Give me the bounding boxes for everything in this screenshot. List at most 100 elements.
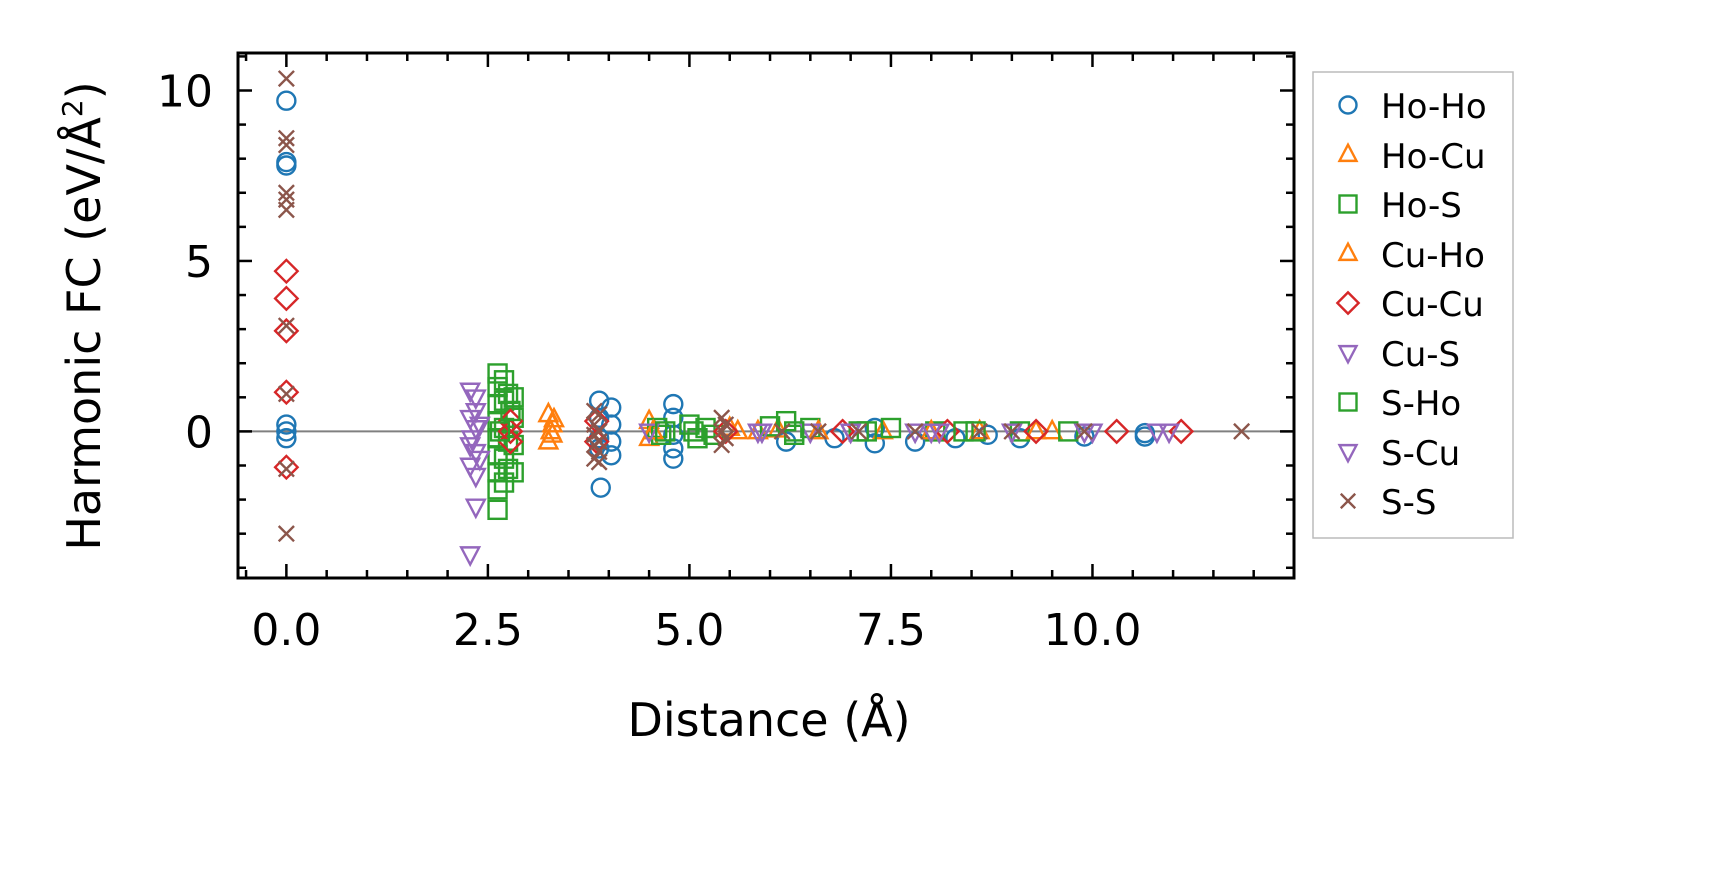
series-s-s — [277, 70, 1251, 543]
data-point — [277, 460, 295, 478]
data-point — [277, 385, 295, 403]
legend-marker-cu-s — [1337, 344, 1359, 365]
data-point — [829, 418, 856, 445]
data-point — [971, 422, 989, 440]
legend-label: Cu-S — [1381, 335, 1460, 375]
data-point — [459, 546, 482, 568]
legend: Ho-Ho Ho-Cu Ho-S Cu-Ho Cu-Cu Cu-S S-Ho S… — [1312, 71, 1514, 539]
data-point — [1103, 418, 1130, 445]
x-tick-label: 7.5 — [856, 605, 926, 656]
x-tick-labels: 0.0 2.5 5.0 7.5 10.0 — [251, 605, 1141, 656]
series-ho-s — [487, 363, 1079, 521]
data-point — [277, 70, 295, 88]
data-point — [276, 414, 297, 435]
data-point — [468, 450, 491, 472]
data-point — [1003, 422, 1021, 440]
y-tick-label: 5 — [185, 237, 213, 288]
data-point — [276, 90, 297, 111]
plot-area — [236, 51, 1296, 580]
data-point — [590, 405, 608, 423]
legend-marker-ho-cu — [1337, 142, 1359, 163]
data-point — [464, 420, 487, 441]
legend-items: Ho-Ho Ho-Cu Ho-S Cu-Ho Cu-Cu Cu-S S-Ho S… — [1335, 87, 1487, 523]
data-point — [1000, 423, 1023, 445]
data-point — [459, 382, 482, 404]
data-point — [277, 184, 295, 202]
series-s-ho — [489, 400, 974, 442]
data-point — [459, 437, 482, 458]
data-point — [953, 421, 974, 442]
data-point — [539, 418, 562, 440]
x-tick-label: 2.5 — [453, 605, 523, 656]
data-point — [503, 407, 524, 428]
data-point — [1168, 418, 1195, 445]
legend-label: S-Ho — [1381, 384, 1461, 424]
data-point — [276, 155, 297, 176]
legend-marker-ho-ho — [1338, 95, 1358, 115]
data-point — [459, 457, 482, 479]
data-point — [880, 417, 902, 439]
data-point — [1233, 422, 1251, 440]
data-point — [464, 403, 487, 424]
data-point — [503, 462, 524, 483]
data-point — [1145, 423, 1168, 445]
data-point — [590, 477, 611, 498]
data-point — [487, 499, 508, 521]
legend-label: Ho-Ho — [1381, 87, 1487, 127]
data-point — [277, 317, 295, 335]
data-point — [277, 525, 295, 543]
data-point — [276, 421, 297, 442]
legend-marker-cu-ho — [1337, 241, 1359, 262]
data-point — [497, 428, 524, 455]
data-point — [468, 416, 491, 438]
data-point — [906, 422, 924, 440]
data-point — [277, 201, 295, 219]
y-axis-title-main: Harmonic FC (eV/Å — [57, 117, 111, 551]
legend-marker-s-s — [1339, 492, 1357, 510]
y-axis-title-sup: 2 — [56, 99, 89, 117]
data-point — [773, 422, 791, 440]
data-point — [273, 258, 300, 285]
data-point — [638, 423, 661, 445]
legend-label: Ho-Cu — [1381, 137, 1486, 177]
data-point — [590, 453, 608, 471]
data-point — [464, 498, 487, 520]
data-point — [642, 418, 665, 440]
legend-label: S-Cu — [1381, 434, 1460, 474]
legend-label: Ho-S — [1381, 186, 1462, 226]
data-markers — [273, 70, 1251, 568]
data-point — [1023, 418, 1049, 445]
legend-marker-s-ho — [1338, 392, 1358, 412]
data-point — [487, 363, 508, 384]
data-point — [1158, 423, 1181, 445]
legend-label: Cu-Cu — [1381, 285, 1484, 325]
data-point — [663, 448, 684, 469]
data-point — [746, 418, 769, 440]
data-point — [726, 418, 749, 440]
x-tick-label: 10.0 — [1043, 605, 1141, 656]
data-point — [655, 421, 676, 442]
data-point — [750, 423, 773, 445]
data-point — [683, 421, 704, 442]
data-point — [784, 421, 805, 442]
data-point — [717, 416, 735, 434]
data-point — [1025, 418, 1048, 440]
x-tick-label: 5.0 — [654, 605, 724, 656]
data-point — [273, 454, 300, 481]
y-tick-labels: 0 5 10 — [157, 67, 213, 459]
data-point — [850, 422, 868, 440]
data-point — [273, 317, 300, 344]
data-point — [460, 430, 483, 452]
data-point — [543, 406, 565, 428]
data-point — [717, 429, 735, 447]
data-point — [489, 421, 511, 442]
data-point — [497, 418, 524, 445]
data-point — [464, 389, 487, 411]
legend-marker-cu-cu — [1335, 290, 1361, 316]
y-tick-label: 10 — [157, 67, 213, 118]
plot-frame — [236, 51, 1296, 580]
data-point — [277, 136, 295, 154]
legend-marker-s-cu — [1337, 443, 1359, 464]
data-point — [759, 416, 781, 437]
